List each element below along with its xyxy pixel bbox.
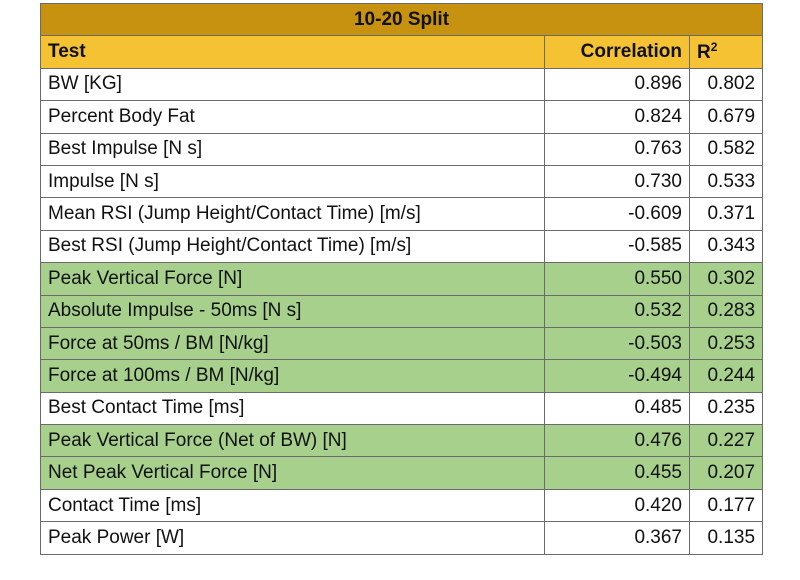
table-header-row: Test Correlation R2 <box>40 35 764 69</box>
cell-correlation: 0.824 <box>544 100 690 134</box>
cell-r-squared: 0.235 <box>688 391 764 426</box>
cell-r-squared: 0.227 <box>688 424 764 458</box>
table-row: Best Contact Time [ms] 0.485 0.235 <box>40 391 764 426</box>
cell-r-squared: 0.343 <box>688 229 764 264</box>
table-title: 10-20 Split <box>39 2 764 37</box>
table-row: Contact Time [ms] 0.420 0.177 <box>40 488 764 523</box>
cell-correlation: 0.550 <box>544 262 690 296</box>
cell-r-squared: 0.371 <box>688 197 764 231</box>
cell-r-squared: 0.802 <box>688 67 764 102</box>
table-row: Net Peak Vertical Force [N] 0.455 0.207 <box>40 456 764 490</box>
cell-test: Force at 100ms / BM [N/kg] <box>40 359 545 393</box>
cell-r-squared: 0.177 <box>688 488 764 523</box>
correlation-table-container: 10-20 Split Test Correlation R2 BW [KG] 0… <box>39 2 764 555</box>
cell-r-squared: 0.244 <box>688 359 764 393</box>
table-row: Peak Vertical Force [N] 0.550 0.302 <box>40 262 764 296</box>
table-body: BW [KG] 0.896 0.802 Percent Body Fat 0.824 0.… <box>40 67 764 555</box>
cell-test: Peak Vertical Force (Net of BW) [N] <box>40 424 545 458</box>
table-row: Force at 100ms / BM [N/kg] -0.494 0.244 <box>40 359 764 393</box>
cell-test: Peak Power [W] <box>40 521 545 555</box>
cell-correlation: 0.476 <box>544 424 690 458</box>
cell-correlation: 0.420 <box>544 488 690 523</box>
cell-r-squared: 0.533 <box>688 164 764 199</box>
cell-r-squared: 0.582 <box>688 132 764 166</box>
cell-correlation: 0.455 <box>544 456 690 490</box>
cell-r-squared: 0.302 <box>688 262 764 296</box>
table-row: Impulse [N s] 0.730 0.533 <box>40 164 764 199</box>
cell-test: Net Peak Vertical Force [N] <box>40 456 545 490</box>
cell-correlation: 0.367 <box>544 521 690 555</box>
cell-test: Mean RSI (Jump Height/Contact Time) [m/s… <box>40 197 545 231</box>
table-row: Force at 50ms / BM [N/kg] -0.503 0.253 <box>40 326 764 361</box>
cell-test: Best Contact Time [ms] <box>40 391 545 426</box>
cell-test: Absolute Impulse - 50ms [N s] <box>40 294 545 328</box>
cell-r-squared: 0.679 <box>688 100 764 134</box>
cell-test: Best RSI (Jump Height/Contact Time) [m/s… <box>40 229 545 264</box>
table-row: BW [KG] 0.896 0.802 <box>40 67 764 102</box>
table-title-row: 10-20 Split <box>39 2 764 37</box>
cell-test: Best Impulse [N s] <box>40 132 545 166</box>
cell-test: BW [KG] <box>40 67 545 102</box>
cell-test: Contact Time [ms] <box>40 488 545 523</box>
cell-correlation: -0.494 <box>544 359 690 393</box>
cell-correlation: 0.730 <box>544 164 690 199</box>
table-row: Best RSI (Jump Height/Contact Time) [m/s… <box>40 229 764 264</box>
cell-correlation: 0.532 <box>544 294 690 328</box>
table-row: Absolute Impulse - 50ms [N s] 0.532 0.283 <box>40 294 764 328</box>
cell-r-squared: 0.283 <box>688 294 764 328</box>
cell-r-squared: 0.135 <box>688 521 764 555</box>
cell-correlation: 0.763 <box>544 132 690 166</box>
cell-r-squared: 0.207 <box>688 456 764 490</box>
cell-test: Peak Vertical Force [N] <box>40 262 545 296</box>
table-row: Peak Power [W] 0.367 0.135 <box>40 521 764 555</box>
cell-r-squared: 0.253 <box>688 326 764 361</box>
cell-test: Percent Body Fat <box>40 100 545 134</box>
header-r-squared: R2 <box>688 35 764 69</box>
cell-correlation: 0.485 <box>544 391 690 426</box>
cell-correlation: -0.503 <box>544 326 690 361</box>
cell-test: Force at 50ms / BM [N/kg] <box>40 326 545 361</box>
table-row: Best Impulse [N s] 0.763 0.582 <box>40 132 764 166</box>
header-correlation: Correlation <box>544 35 690 69</box>
table-row: Peak Vertical Force (Net of BW) [N] 0.476… <box>40 424 764 458</box>
header-r2-base: R <box>697 42 711 64</box>
cell-correlation: -0.585 <box>544 229 690 264</box>
table-row: Percent Body Fat 0.824 0.679 <box>40 100 764 134</box>
table-row: Mean RSI (Jump Height/Contact Time) [m/s… <box>40 197 764 231</box>
cell-correlation: -0.609 <box>544 197 690 231</box>
header-test: Test <box>40 35 545 69</box>
correlation-table: 10-20 Split Test Correlation R2 BW [KG] 0… <box>39 2 764 555</box>
cell-correlation: 0.896 <box>544 67 690 102</box>
cell-test: Impulse [N s] <box>40 164 545 199</box>
header-r2-superscript: 2 <box>710 40 718 55</box>
